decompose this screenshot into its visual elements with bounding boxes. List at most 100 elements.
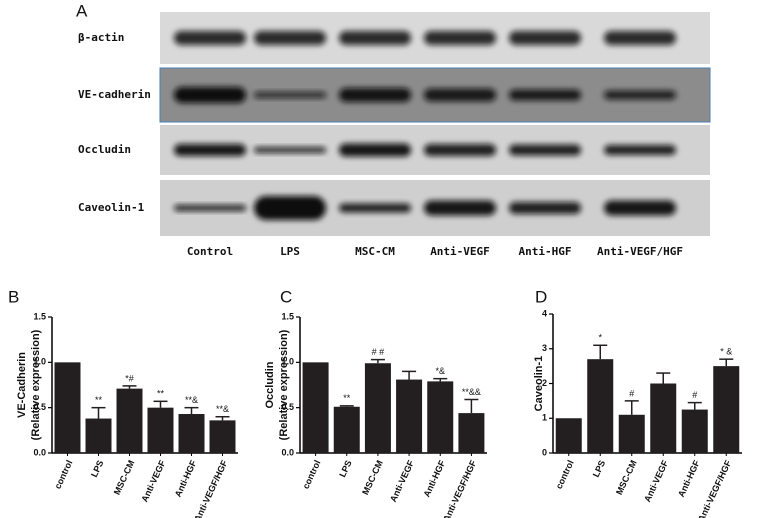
blot-band — [254, 31, 326, 45]
y-tick-label: 0.0 — [33, 447, 46, 457]
protein-label: VE-cadherin — [78, 88, 151, 101]
lane-label: Anti-VEGF — [430, 245, 490, 258]
blot-band — [254, 196, 326, 220]
bar — [85, 418, 112, 453]
blot-band — [509, 202, 581, 214]
significance-label: **& — [216, 404, 229, 414]
blot-band — [604, 200, 676, 216]
lane-label: Anti-HGF — [519, 245, 572, 258]
bar — [364, 363, 391, 453]
x-tick-label: Anti-VEGF — [139, 458, 167, 503]
x-tick-label: MSC-CM — [360, 459, 385, 497]
blot-band — [604, 90, 676, 100]
panel-letter: C — [280, 287, 292, 306]
panel-letter: A — [76, 1, 88, 20]
bar — [713, 366, 740, 453]
x-tick-label: LPS — [591, 459, 607, 479]
blot-band — [604, 31, 676, 45]
bar — [555, 418, 582, 453]
x-tick-label: LPS — [89, 459, 105, 479]
significance-label: ** — [95, 395, 103, 405]
lane-label: LPS — [280, 245, 300, 258]
significance-label: *# — [125, 373, 134, 383]
x-tick-label: Anti-HGF — [173, 458, 199, 498]
significance-label: * & — [720, 347, 732, 357]
x-tick-label: MSC-CM — [614, 459, 639, 497]
blot-band — [254, 92, 326, 98]
y-axis-label: (Relative expression) — [30, 329, 42, 440]
significance-label: **& — [185, 395, 198, 405]
x-tick-label: LPS — [337, 459, 353, 479]
blot-band — [424, 144, 496, 156]
protein-label: Caveolin-1 — [78, 201, 145, 214]
x-tick-label: MSC-CM — [112, 459, 137, 497]
blot-band — [254, 147, 326, 153]
protein-label: β-actin — [78, 31, 124, 44]
y-tick-label: 2 — [542, 378, 547, 388]
bar — [147, 407, 174, 453]
y-tick-label: 1.5 — [33, 311, 46, 321]
significance-label: ** — [343, 393, 351, 403]
x-tick-label: Anti-VEGF/HGF — [441, 458, 478, 518]
blot-band — [424, 200, 496, 216]
blot-band — [339, 203, 411, 213]
bar — [116, 388, 143, 453]
y-tick-label: 4 — [542, 308, 547, 318]
blot-band — [174, 144, 246, 156]
significance-label: # — [629, 388, 634, 398]
y-axis-label: (Relative expression) — [278, 329, 290, 440]
blot-band — [339, 31, 411, 45]
blot-band — [174, 205, 246, 211]
y-axis-label: VE-Cadherin — [16, 352, 28, 418]
x-tick-label: Anti-VEGF/HGF — [192, 458, 229, 518]
lane-label: MSC-CM — [355, 245, 395, 258]
blot-band — [509, 144, 581, 156]
significance-label: **&& — [462, 387, 481, 397]
y-tick-label: 0.5 — [281, 402, 294, 412]
protein-label: Occludin — [78, 143, 131, 156]
x-tick-label: Anti-VEGF — [388, 458, 416, 503]
significance-label: # # — [372, 347, 385, 357]
y-tick-label: 1.0 — [33, 357, 46, 367]
y-axis-label: Occludin — [264, 361, 276, 408]
bar — [587, 359, 614, 453]
lane-label: Anti-VEGF/HGF — [597, 245, 683, 258]
bar — [178, 414, 205, 453]
x-tick-label: Anti-VEGF/HGF — [696, 458, 733, 518]
y-tick-label: 1 — [542, 413, 547, 423]
significance-label: ** — [157, 389, 165, 399]
bar — [396, 379, 423, 453]
bar — [54, 362, 81, 453]
y-tick-label: 3 — [542, 343, 547, 353]
y-axis-label: Caveolin-1 — [533, 356, 545, 412]
x-tick-label: Anti-HGF — [676, 458, 702, 498]
blot-band — [174, 87, 246, 103]
blot-band — [604, 145, 676, 155]
lane-label: Control — [187, 245, 233, 258]
x-tick-label: control — [554, 459, 576, 491]
blot-band — [424, 88, 496, 102]
y-tick-label: 0.5 — [33, 402, 46, 412]
bar — [650, 383, 677, 453]
y-tick-label: 1.0 — [281, 357, 294, 367]
significance-label: *& — [435, 366, 445, 376]
blot-band — [509, 89, 581, 101]
bar — [618, 414, 645, 453]
blot-band — [174, 31, 246, 45]
bar — [209, 420, 236, 453]
x-tick-label: control — [301, 459, 323, 491]
bar — [333, 406, 360, 453]
blot-band — [424, 31, 496, 45]
y-tick-label: 0.0 — [281, 447, 294, 457]
bar — [427, 381, 454, 453]
bar — [458, 413, 485, 453]
x-tick-label: Anti-HGF — [421, 458, 447, 498]
significance-label: # — [692, 390, 697, 400]
bar — [681, 409, 708, 453]
significance-label: * — [598, 333, 602, 343]
x-tick-label: Anti-VEGF — [642, 458, 670, 503]
blot-band — [339, 88, 411, 102]
blot-band — [509, 31, 581, 45]
panel-letter: D — [535, 287, 547, 306]
